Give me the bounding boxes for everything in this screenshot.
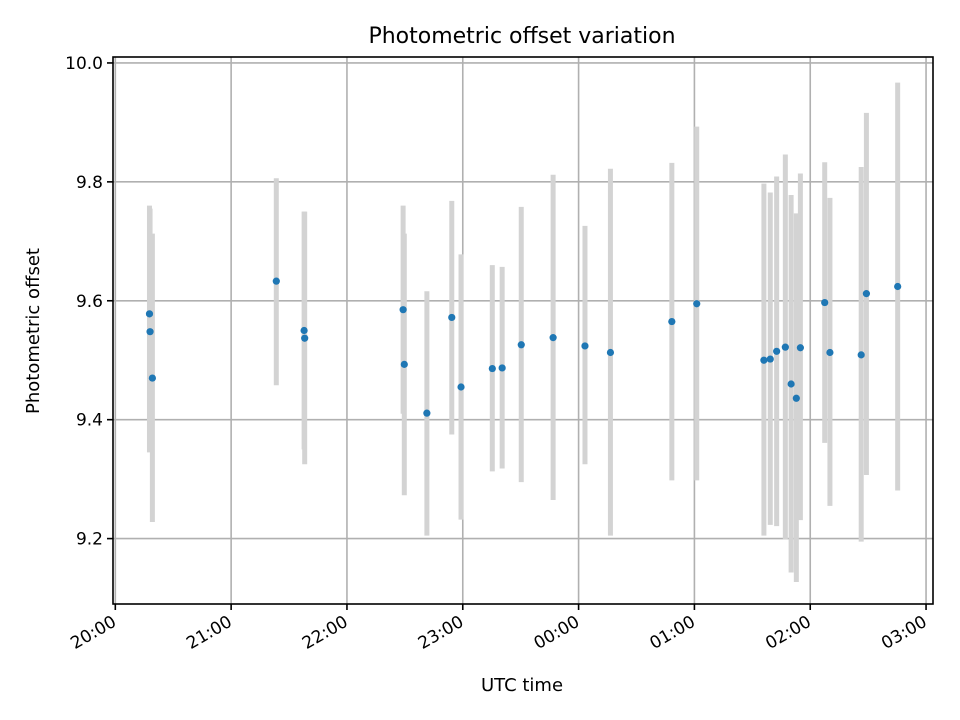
x-axis-label: UTC time <box>481 675 563 696</box>
data-points <box>145 277 902 417</box>
data-point <box>606 348 615 357</box>
x-tick-label: 01:00 <box>646 612 698 654</box>
data-point <box>549 334 557 342</box>
y-axis-label: Photometric offset <box>23 248 44 414</box>
data-point <box>766 355 774 363</box>
x-axis-ticks: 20:00 21:00 22:00 23:00 00:00 01:00 02:00 03:00 <box>67 604 931 654</box>
error-bars <box>146 82 901 583</box>
data-point <box>399 306 407 314</box>
data-point <box>148 374 156 382</box>
data-point <box>787 380 795 388</box>
y-tick-label: 10.0 <box>65 54 103 74</box>
chart-title: Photometric offset variation <box>368 24 675 49</box>
data-point <box>668 317 676 326</box>
data-point <box>300 326 308 335</box>
y-axis-ticks: 9.2 9.4 9.6 9.8 10.0 <box>65 54 113 550</box>
data-point <box>857 351 865 359</box>
x-tick-label: 00:00 <box>531 612 583 654</box>
y-tick-label: 9.8 <box>76 173 103 193</box>
x-tick-label: 03:00 <box>878 612 930 654</box>
data-point <box>862 290 871 298</box>
data-point <box>792 394 800 402</box>
x-tick-label: 23:00 <box>415 612 467 654</box>
data-point <box>760 356 768 364</box>
data-point <box>517 341 525 349</box>
data-point <box>488 364 496 373</box>
data-point <box>272 277 280 285</box>
data-point <box>457 383 465 391</box>
x-tick-label: 22:00 <box>299 612 351 654</box>
data-point <box>400 360 408 368</box>
data-point <box>581 342 589 350</box>
data-point <box>781 343 789 351</box>
data-point <box>301 334 309 342</box>
data-point <box>894 282 902 291</box>
data-point <box>448 313 456 322</box>
data-point <box>423 409 431 417</box>
x-tick-label: 21:00 <box>183 612 235 654</box>
plot-frame <box>112 56 934 605</box>
y-tick-label: 9.4 <box>76 411 103 431</box>
y-tick-label: 9.6 <box>76 292 103 312</box>
data-point <box>821 298 829 307</box>
data-point <box>693 300 701 308</box>
data-point <box>146 328 154 336</box>
data-point <box>498 364 506 372</box>
data-point <box>796 344 804 352</box>
y-tick-label: 9.2 <box>76 530 103 550</box>
data-point <box>145 310 154 318</box>
x-tick-label: 02:00 <box>762 612 814 654</box>
data-point <box>773 347 781 355</box>
x-tick-label: 20:00 <box>67 612 119 654</box>
data-point <box>826 348 834 357</box>
